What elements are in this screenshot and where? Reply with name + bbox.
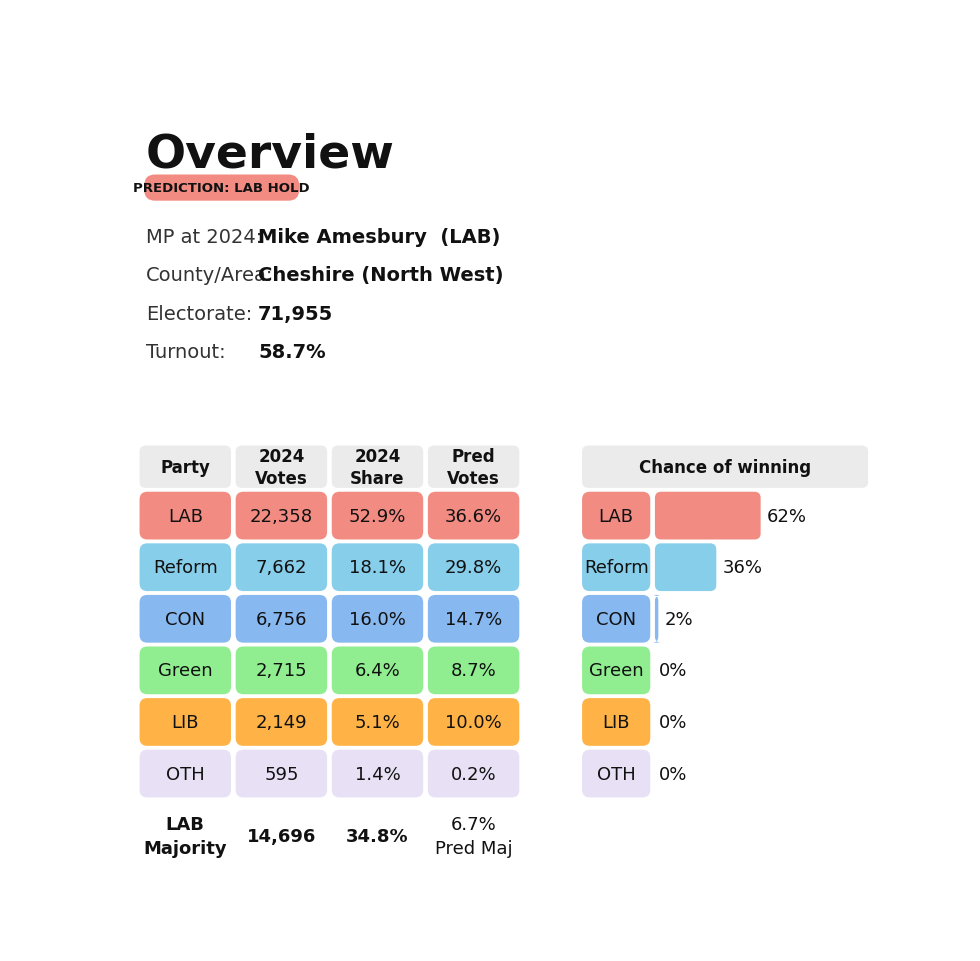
- Text: Green: Green: [589, 662, 644, 679]
- FancyBboxPatch shape: [235, 699, 327, 746]
- FancyBboxPatch shape: [428, 446, 519, 488]
- FancyBboxPatch shape: [582, 492, 651, 540]
- Text: 2,715: 2,715: [256, 662, 307, 679]
- Text: 0%: 0%: [659, 765, 687, 783]
- Text: 0%: 0%: [659, 662, 687, 679]
- Text: 14,696: 14,696: [247, 827, 317, 845]
- Text: 0.2%: 0.2%: [451, 765, 497, 783]
- Text: 2,149: 2,149: [256, 713, 307, 731]
- FancyBboxPatch shape: [139, 750, 231, 798]
- Text: 1.4%: 1.4%: [355, 765, 401, 783]
- FancyBboxPatch shape: [582, 699, 651, 746]
- FancyBboxPatch shape: [428, 492, 519, 540]
- Text: 2024
Votes: 2024 Votes: [255, 447, 308, 487]
- Text: LAB
Majority: LAB Majority: [143, 815, 227, 857]
- FancyBboxPatch shape: [235, 750, 327, 798]
- FancyBboxPatch shape: [235, 647, 327, 695]
- Text: 58.7%: 58.7%: [258, 343, 325, 361]
- Text: 6.4%: 6.4%: [355, 662, 401, 679]
- Text: LAB: LAB: [599, 507, 634, 525]
- Text: 10.0%: 10.0%: [445, 713, 502, 731]
- Text: 5.1%: 5.1%: [355, 713, 401, 731]
- FancyBboxPatch shape: [428, 544, 519, 591]
- Text: OTH: OTH: [597, 765, 636, 783]
- Text: 36.6%: 36.6%: [445, 507, 502, 525]
- FancyBboxPatch shape: [235, 446, 327, 488]
- Text: Turnout:: Turnout:: [146, 343, 225, 361]
- FancyBboxPatch shape: [582, 595, 651, 643]
- FancyBboxPatch shape: [428, 647, 519, 695]
- FancyBboxPatch shape: [139, 544, 231, 591]
- FancyBboxPatch shape: [582, 446, 868, 488]
- FancyBboxPatch shape: [652, 595, 662, 643]
- Text: County/Area:: County/Area:: [146, 266, 273, 284]
- FancyBboxPatch shape: [139, 446, 231, 488]
- Text: PREDICTION: LAB HOLD: PREDICTION: LAB HOLD: [133, 182, 310, 195]
- Text: 52.9%: 52.9%: [349, 507, 406, 525]
- Text: Reform: Reform: [584, 558, 649, 577]
- FancyBboxPatch shape: [428, 750, 519, 798]
- FancyBboxPatch shape: [139, 699, 231, 746]
- FancyBboxPatch shape: [139, 647, 231, 695]
- Text: 6,756: 6,756: [256, 610, 307, 628]
- FancyBboxPatch shape: [332, 750, 423, 798]
- Text: LIB: LIB: [172, 713, 199, 731]
- Text: 6.7%
Pred Maj: 6.7% Pred Maj: [435, 815, 513, 857]
- Text: 22,358: 22,358: [250, 507, 313, 525]
- FancyBboxPatch shape: [235, 544, 327, 591]
- Text: 2024
Share: 2024 Share: [350, 447, 405, 487]
- FancyBboxPatch shape: [428, 699, 519, 746]
- Text: 62%: 62%: [766, 507, 807, 525]
- FancyBboxPatch shape: [582, 647, 651, 695]
- Text: MP at 2024:: MP at 2024:: [146, 228, 262, 246]
- FancyBboxPatch shape: [332, 647, 423, 695]
- FancyBboxPatch shape: [235, 492, 327, 540]
- Text: Cheshire (North West): Cheshire (North West): [258, 266, 504, 284]
- FancyBboxPatch shape: [332, 446, 423, 488]
- Text: 36%: 36%: [722, 558, 762, 577]
- Text: Overview: Overview: [146, 133, 395, 178]
- Text: 18.1%: 18.1%: [349, 558, 406, 577]
- Text: 8.7%: 8.7%: [451, 662, 497, 679]
- Text: Mike Amesbury  (LAB): Mike Amesbury (LAB): [258, 228, 501, 246]
- Text: 2%: 2%: [664, 610, 693, 628]
- Text: Pred
Votes: Pred Votes: [447, 447, 500, 487]
- Text: Chance of winning: Chance of winning: [639, 458, 811, 477]
- Text: 14.7%: 14.7%: [445, 610, 502, 628]
- Text: LIB: LIB: [603, 713, 630, 731]
- FancyBboxPatch shape: [144, 175, 299, 202]
- FancyBboxPatch shape: [332, 699, 423, 746]
- Text: LAB: LAB: [168, 507, 203, 525]
- Text: Electorate:: Electorate:: [146, 305, 252, 323]
- FancyBboxPatch shape: [235, 595, 327, 643]
- FancyBboxPatch shape: [582, 750, 651, 798]
- Text: 595: 595: [265, 765, 299, 783]
- FancyBboxPatch shape: [332, 492, 423, 540]
- Text: Green: Green: [158, 662, 213, 679]
- FancyBboxPatch shape: [139, 595, 231, 643]
- Text: OTH: OTH: [166, 765, 205, 783]
- FancyBboxPatch shape: [332, 544, 423, 591]
- FancyBboxPatch shape: [655, 492, 760, 540]
- Text: Reform: Reform: [153, 558, 218, 577]
- Text: CON: CON: [166, 610, 206, 628]
- Text: CON: CON: [596, 610, 636, 628]
- Text: 29.8%: 29.8%: [445, 558, 502, 577]
- Text: Party: Party: [161, 458, 211, 477]
- FancyBboxPatch shape: [428, 595, 519, 643]
- FancyBboxPatch shape: [655, 544, 716, 591]
- FancyBboxPatch shape: [332, 595, 423, 643]
- FancyBboxPatch shape: [582, 544, 651, 591]
- Text: 34.8%: 34.8%: [346, 827, 409, 845]
- FancyBboxPatch shape: [139, 492, 231, 540]
- Text: 7,662: 7,662: [256, 558, 307, 577]
- Text: 71,955: 71,955: [258, 305, 333, 323]
- Text: 16.0%: 16.0%: [349, 610, 406, 628]
- Text: 0%: 0%: [659, 713, 687, 731]
